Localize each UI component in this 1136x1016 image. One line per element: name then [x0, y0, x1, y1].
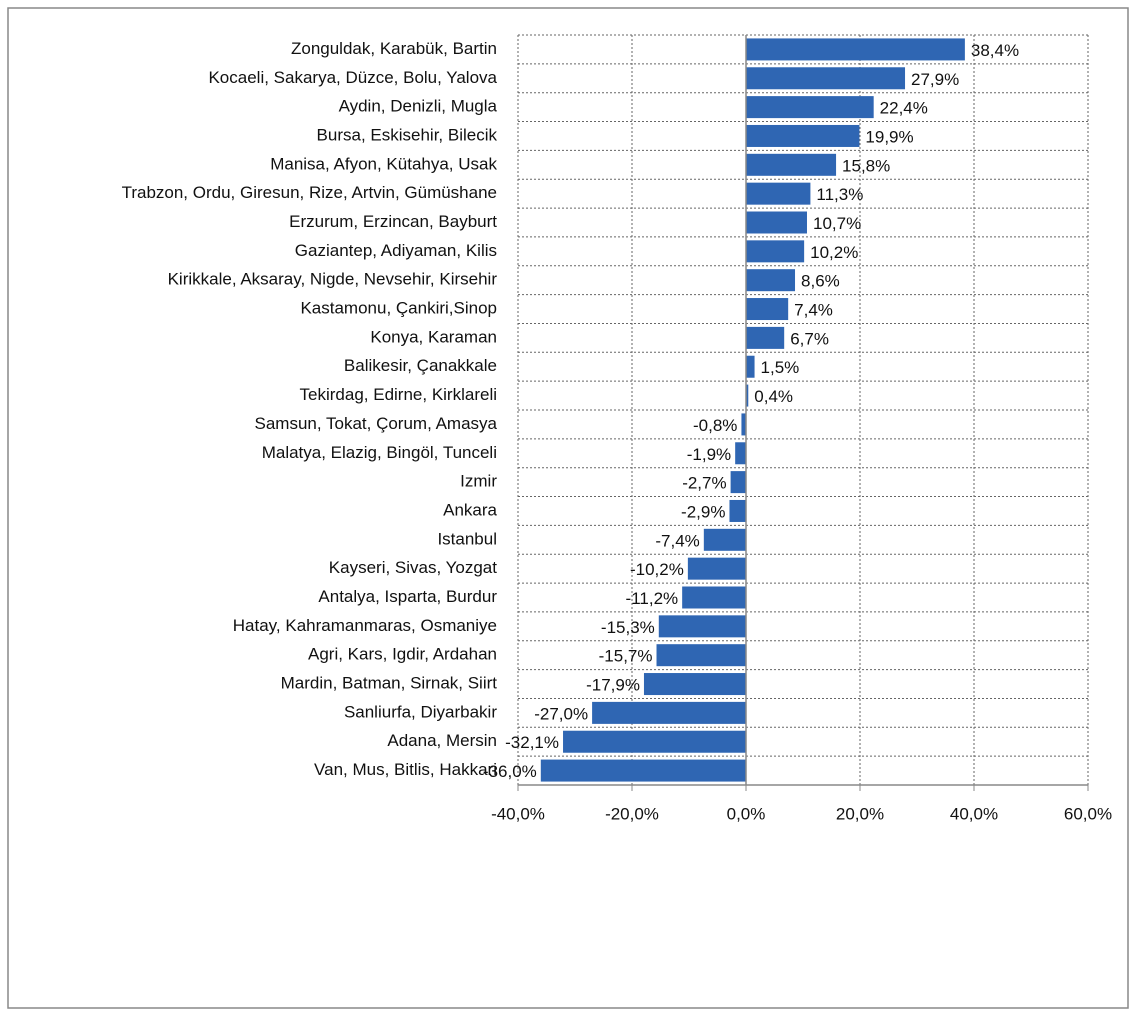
- bar: [746, 384, 749, 407]
- bar: [746, 326, 785, 349]
- bar: [729, 499, 746, 522]
- value-label: 38,4%: [971, 41, 1019, 60]
- y-tick-label: Antalya, Isparta, Burdur: [318, 587, 497, 606]
- value-label: 0,4%: [754, 387, 793, 406]
- y-tick-label: Tekirdag, Edirne, Kirklareli: [300, 385, 497, 404]
- bar: [746, 96, 874, 119]
- bar: [656, 644, 746, 667]
- value-label: -2,7%: [682, 474, 726, 493]
- value-label: -7,4%: [655, 531, 699, 550]
- value-label: 22,4%: [880, 99, 928, 118]
- bar: [687, 557, 746, 580]
- value-label: -27,0%: [534, 704, 588, 723]
- y-tick-label: Aydin, Denizli, Mugla: [339, 97, 498, 116]
- bar: [746, 38, 965, 61]
- value-label: -15,7%: [599, 647, 653, 666]
- value-label: 10,7%: [813, 214, 861, 233]
- bar: [746, 67, 906, 90]
- x-tick-label: -20,0%: [605, 804, 659, 823]
- bar: [746, 211, 807, 234]
- bar: [643, 673, 746, 696]
- bar: [746, 153, 837, 176]
- bar: [658, 615, 746, 638]
- y-tick-label: Kayseri, Sivas, Yozgat: [329, 558, 497, 577]
- y-tick-label: Manisa, Afyon, Kütahya, Usak: [270, 154, 497, 173]
- bar: [741, 413, 746, 436]
- value-label: 7,4%: [794, 301, 833, 320]
- value-label: -15,3%: [601, 618, 655, 637]
- y-tick-label: Kirikkale, Aksaray, Nigde, Nevsehir, Kir…: [168, 270, 498, 289]
- bar: [746, 124, 860, 147]
- y-tick-label: Adana, Mersin: [387, 731, 497, 750]
- value-label: 8,6%: [801, 272, 840, 291]
- chart-frame: [7, 7, 1129, 1009]
- y-tick-label: Konya, Karaman: [370, 327, 497, 346]
- x-tick-label: 40,0%: [950, 804, 998, 823]
- x-tick-label: 60,0%: [1064, 804, 1112, 823]
- y-tick-label: Zonguldak, Karabük, Bartin: [291, 39, 497, 58]
- y-tick-label: Trabzon, Ordu, Giresun, Rize, Artvin, Gü…: [122, 183, 497, 202]
- y-tick-label: Erzurum, Erzincan, Bayburt: [289, 212, 497, 231]
- y-tick-label: Kocaeli, Sakarya, Düzce, Bolu, Yalova: [208, 68, 497, 87]
- value-label: 15,8%: [842, 156, 890, 175]
- value-label: -36,0%: [483, 762, 537, 781]
- bar: [592, 701, 746, 724]
- value-label: -0,8%: [693, 416, 737, 435]
- y-tick-label: Samsun, Tokat, Çorum, Amasya: [254, 414, 497, 433]
- y-tick-label: Malatya, Elazig, Bingöl, Tunceli: [262, 443, 497, 462]
- value-label: 1,5%: [761, 358, 800, 377]
- bar: [746, 182, 811, 205]
- value-label: 6,7%: [790, 329, 829, 348]
- y-tick-label: Izmir: [460, 472, 497, 491]
- y-tick-label: Van, Mus, Bitlis, Hakkari: [314, 760, 497, 779]
- value-label: 10,2%: [810, 243, 858, 262]
- value-label: -1,9%: [687, 445, 731, 464]
- bar: [730, 471, 746, 494]
- value-label: -17,9%: [586, 676, 640, 695]
- value-label: 11,3%: [816, 185, 863, 204]
- y-tick-label: Agri, Kars, Igdir, Ardahan: [308, 645, 497, 664]
- y-tick-label: Hatay, Kahramanmaras, Osmaniye: [233, 616, 497, 635]
- value-label: -10,2%: [630, 560, 684, 579]
- y-tick-label: Balikesir, Çanakkale: [344, 356, 497, 375]
- bar: [746, 298, 789, 321]
- bar: [563, 730, 746, 753]
- bar: [746, 240, 805, 263]
- x-tick-label: -40,0%: [491, 804, 545, 823]
- x-tick-label: 0,0%: [727, 804, 766, 823]
- value-label: -11,2%: [626, 589, 679, 608]
- value-label: 27,9%: [911, 70, 959, 89]
- y-tick-label: Ankara: [443, 500, 497, 519]
- y-tick-label: Gaziantep, Adiyaman, Kilis: [295, 241, 497, 260]
- y-tick-label: Istanbul: [437, 529, 497, 548]
- y-tick-label: Bursa, Eskisehir, Bilecik: [317, 125, 498, 144]
- value-label: -2,9%: [681, 502, 725, 521]
- bar: [540, 759, 746, 782]
- bar: [703, 528, 746, 551]
- y-tick-label: Kastamonu, Çankiri,Sinop: [300, 299, 497, 318]
- y-tick-label: Mardin, Batman, Sirnak, Siirt: [281, 674, 498, 693]
- x-tick-label: 20,0%: [836, 804, 884, 823]
- value-label: -32,1%: [505, 733, 559, 752]
- bar: [746, 269, 796, 292]
- value-label: 19,9%: [865, 127, 913, 146]
- y-tick-label: Sanliurfa, Diyarbakir: [344, 702, 497, 721]
- bar: [682, 586, 746, 609]
- bar: [746, 355, 755, 378]
- bar: [735, 442, 746, 465]
